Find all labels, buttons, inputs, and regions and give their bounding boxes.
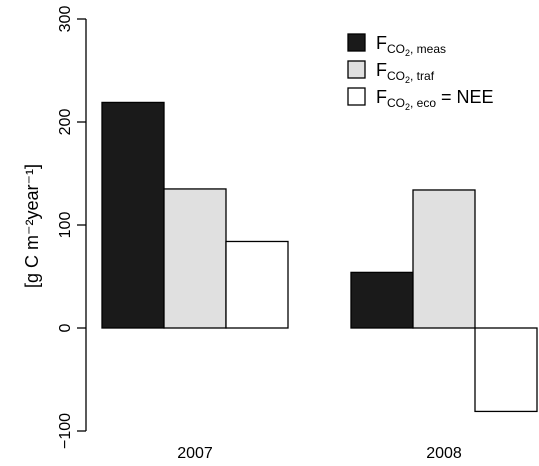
- legend-swatch: [347, 33, 366, 52]
- x-axis-labels: 2007 2008: [177, 445, 462, 462]
- legend-entry: FCO2, traf: [376, 60, 435, 85]
- y-tick-label: 300: [57, 6, 74, 33]
- bar-2007-3: [225, 240, 289, 329]
- legend-entry: FCO2, eco = NEE: [376, 87, 494, 112]
- legend-swatch: [347, 87, 366, 106]
- legend-swatch: [347, 60, 366, 79]
- bar-2008-3: [474, 327, 538, 413]
- y-tick-label: 200: [57, 109, 74, 136]
- legend-entry: FCO2, meas: [376, 33, 446, 58]
- bar-2007-2: [163, 188, 227, 329]
- x-category-label: 2007: [177, 445, 213, 462]
- y-tick-label: 0: [57, 323, 74, 332]
- bar-2008-2: [412, 189, 476, 329]
- bars-group: [101, 101, 538, 413]
- y-tick-label: −100: [57, 413, 74, 449]
- bar-2007-1: [101, 101, 165, 329]
- y-tick-label: 100: [57, 212, 74, 239]
- x-category-label: 2008: [426, 445, 462, 462]
- y-axis: −100 0 100 200 300: [57, 6, 87, 449]
- bar-2008-1: [350, 271, 414, 329]
- y-axis-title: [g C m⁻²year⁻¹]: [22, 164, 42, 288]
